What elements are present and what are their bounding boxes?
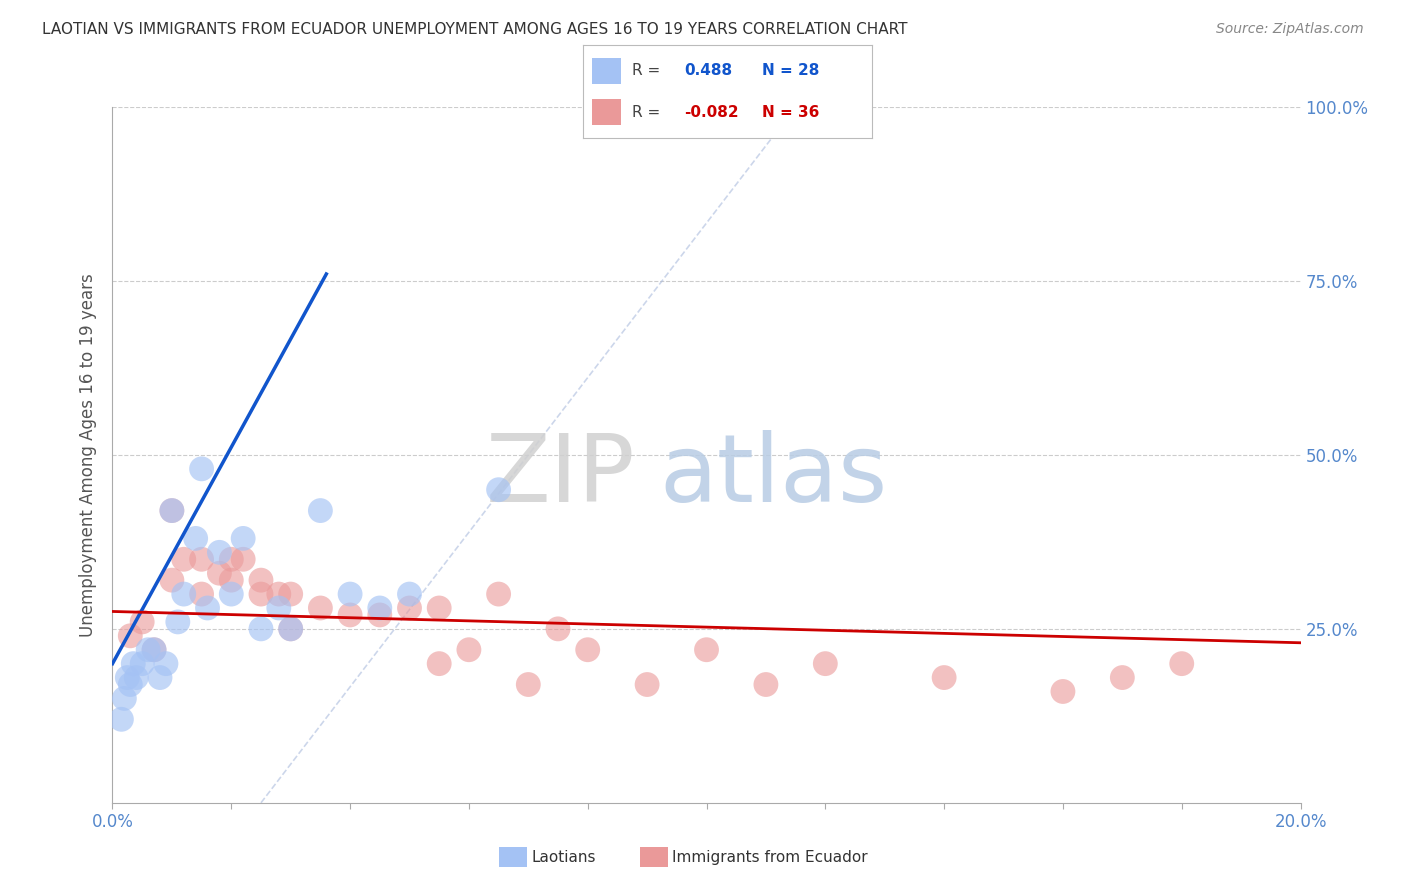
Point	[160, 573, 183, 587]
Point	[488, 483, 510, 497]
Point	[232, 532, 254, 546]
Point	[120, 677, 142, 691]
Point	[149, 671, 172, 685]
Point	[125, 671, 148, 685]
Point	[184, 532, 207, 546]
Point	[250, 573, 273, 587]
Point	[131, 615, 153, 629]
Text: Source: ZipAtlas.com: Source: ZipAtlas.com	[1216, 22, 1364, 37]
Text: -0.082: -0.082	[685, 104, 740, 120]
Point	[309, 601, 332, 615]
Point	[755, 677, 778, 691]
Point	[1111, 671, 1133, 685]
Point	[280, 622, 302, 636]
Point	[173, 587, 195, 601]
Bar	[592, 58, 621, 84]
Point	[280, 622, 302, 636]
Text: Immigrants from Ecuador: Immigrants from Ecuador	[672, 850, 868, 864]
Point	[398, 587, 420, 601]
Point	[143, 642, 166, 657]
Point	[122, 657, 145, 671]
Point	[339, 587, 361, 601]
Point	[267, 587, 290, 601]
Point	[160, 503, 183, 517]
Point	[1052, 684, 1074, 698]
Point	[190, 462, 212, 476]
Point	[208, 545, 231, 559]
Point	[219, 573, 243, 587]
Point	[197, 601, 219, 615]
Point	[636, 677, 658, 691]
Text: atlas: atlas	[659, 430, 887, 522]
Point	[110, 712, 132, 726]
Point	[143, 642, 166, 657]
Point	[339, 607, 361, 622]
Point	[208, 566, 231, 581]
Text: R =: R =	[633, 63, 665, 78]
Point	[232, 552, 254, 566]
Text: Laotians: Laotians	[531, 850, 596, 864]
Point	[219, 587, 243, 601]
Point	[280, 587, 302, 601]
Text: N = 28: N = 28	[762, 63, 820, 78]
Point	[112, 691, 135, 706]
Point	[219, 552, 243, 566]
Point	[190, 552, 212, 566]
Text: LAOTIAN VS IMMIGRANTS FROM ECUADOR UNEMPLOYMENT AMONG AGES 16 TO 19 YEARS CORREL: LAOTIAN VS IMMIGRANTS FROM ECUADOR UNEMP…	[42, 22, 908, 37]
Point	[131, 657, 153, 671]
Point	[136, 642, 159, 657]
Point	[517, 677, 540, 691]
Point	[458, 642, 481, 657]
Point	[696, 642, 718, 657]
Text: ZIP: ZIP	[485, 430, 636, 522]
Point	[427, 657, 450, 671]
Point	[267, 601, 290, 615]
Point	[1170, 657, 1192, 671]
Point	[398, 601, 420, 615]
Point	[120, 629, 142, 643]
Point	[934, 671, 956, 685]
Point	[250, 622, 273, 636]
Text: N = 36: N = 36	[762, 104, 820, 120]
Point	[368, 607, 391, 622]
Point	[309, 503, 332, 517]
Y-axis label: Unemployment Among Ages 16 to 19 years: Unemployment Among Ages 16 to 19 years	[79, 273, 97, 637]
Point	[576, 642, 599, 657]
Point	[190, 587, 212, 601]
Text: R =: R =	[633, 104, 665, 120]
Point	[166, 615, 188, 629]
Bar	[592, 99, 621, 125]
Point	[160, 503, 183, 517]
Point	[814, 657, 837, 671]
Text: 0.488: 0.488	[685, 63, 733, 78]
Point	[427, 601, 450, 615]
Point	[368, 601, 391, 615]
Point	[117, 671, 139, 685]
Point	[173, 552, 195, 566]
Point	[250, 587, 273, 601]
Point	[488, 587, 510, 601]
Point	[155, 657, 177, 671]
Point	[547, 622, 569, 636]
